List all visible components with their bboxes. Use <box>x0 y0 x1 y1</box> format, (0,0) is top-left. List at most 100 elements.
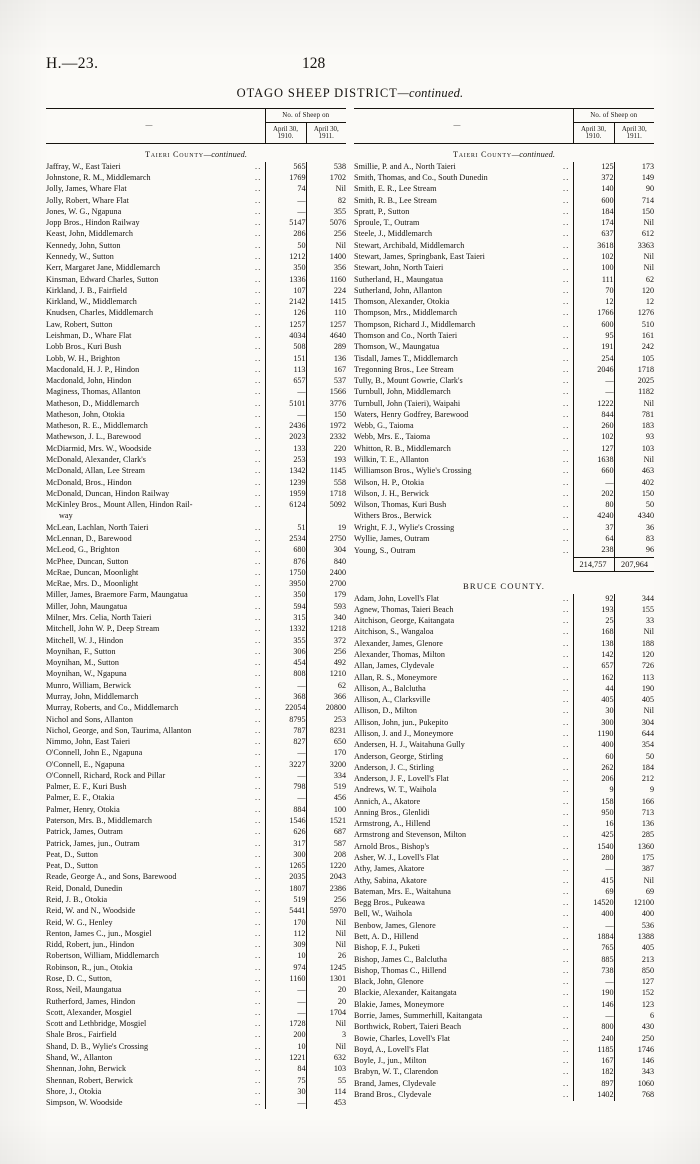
sheep-count-1910: 202 <box>572 488 614 501</box>
table-row: McPhee, Duncan, Sutton.. 876 840 <box>46 556 347 568</box>
owner-name: Miller, John, Maungatua <box>46 601 128 611</box>
sheep-count-1911: 149 <box>613 173 655 185</box>
table-row: Webb, G., Taioma.. 260 183 <box>354 421 655 433</box>
sheep-count-1911: 1415 <box>305 297 347 309</box>
table-row: Shand, D. B., Wylie's Crossing.. 10 Nil <box>46 1041 347 1053</box>
table-row: Moynihan, M., Sutton.. 454 492 <box>46 658 347 670</box>
sheep-count-1910: — <box>264 985 306 997</box>
leader-dots: .. <box>563 376 570 386</box>
leader-dots: .. <box>563 695 570 705</box>
owner-name: Jones, W. G., Ngapuna <box>46 206 122 216</box>
sheep-count-1911: 120 <box>613 285 655 298</box>
owner-name: Allison, A., Clarksville <box>354 695 431 705</box>
owner-name: Alexander, James, Glenore <box>354 638 443 648</box>
leader-dots: .. <box>563 240 570 250</box>
sheep-count-1910: — <box>264 195 306 207</box>
table-row: Alexander, James, Glenore.. 138 188 <box>354 638 655 650</box>
sheep-count-1910: 1769 <box>264 173 306 185</box>
owner-name: Palmer, E. F., Otakia <box>46 793 115 803</box>
table-row: Spratt, P., Sutton.. 184 150 <box>354 206 655 219</box>
sheep-count-1910: 14520 <box>572 898 614 910</box>
owner-name: Wilson, Thomas, Kuri Bush <box>354 500 447 510</box>
leader-dots: .. <box>255 240 262 250</box>
owner-name: Begg Bros., Pukeawa <box>354 898 425 908</box>
table-row: Allan, R. S., Moneymore.. 162 113 <box>354 672 655 684</box>
sheep-count-1911: 184 <box>613 762 655 775</box>
sheep-count-1910: 5441 <box>264 906 306 918</box>
sheep-count-1911: 1060 <box>613 1078 655 1090</box>
leader-dots: .. <box>563 864 570 874</box>
leader-dots: .. <box>563 796 570 806</box>
leader-dots: .. <box>563 477 570 487</box>
leader-dots: .. <box>563 534 570 544</box>
sheep-count-1911: 2700 <box>305 579 347 591</box>
owner-name: Murray, Roberts, and Co., Middlemarch <box>46 703 179 713</box>
leader-dots: .. <box>255 669 262 679</box>
leader-dots: .. <box>563 954 570 964</box>
sheep-count-1910: 1336 <box>264 274 306 286</box>
table-row: Wilkin, T. E., Allanton.. 1638 Nil <box>354 455 655 467</box>
table-row: Brabyn, W. T., Clarendon.. 182 343 <box>354 1067 655 1079</box>
sheep-count-1910: 2142 <box>264 297 306 309</box>
sheep-count-1911: 402 <box>613 477 655 489</box>
sheep-count-1911: 5092 <box>305 500 347 512</box>
sheep-count-1910: — <box>572 376 614 388</box>
sheep-count-1910: 508 <box>264 342 306 354</box>
sheep-count-1911: Nil <box>613 218 655 230</box>
owner-name: Kennedy, W., Sutton <box>46 251 114 261</box>
table-row: Tregonning Bros., Lee Stream.. 2046 1718 <box>354 364 655 377</box>
sheep-count-1911: 250 <box>613 1033 655 1045</box>
sheep-count-1910: 254 <box>572 353 614 365</box>
sheep-count-1910: 238 <box>572 545 614 558</box>
header-group-label: No. of Sheep on <box>572 108 655 124</box>
sheep-count-1911: 355 <box>305 206 347 219</box>
sheep-count-1911: 340 <box>305 612 347 625</box>
table-row: Murray, Roberts, and Co., Middlemarch.. 2… <box>46 703 347 715</box>
leader-dots: .. <box>563 500 570 510</box>
sheep-count-1911: 714 <box>613 195 655 207</box>
sheep-table-right: — No. of Sheep on April 30, 1910. April 30, 1… <box>354 108 655 1102</box>
sheep-count-1911: 2043 <box>305 872 347 884</box>
sheep-count-1911: 127 <box>613 977 655 989</box>
sheep-count-1911: 343 <box>613 1067 655 1079</box>
sheep-count-1911: 50 <box>613 500 655 512</box>
sheep-count-1910: 315 <box>264 612 306 625</box>
leader-dots: .. <box>255 1030 262 1040</box>
leader-dots: .. <box>563 886 570 896</box>
leader-dots: .. <box>255 951 262 961</box>
table-row: Nichol, George, and Son, Taurima, Allant… <box>46 725 347 738</box>
leader-dots: .. <box>255 691 262 701</box>
leader-dots: .. <box>563 364 570 374</box>
leader-dots: .. <box>563 672 570 682</box>
table-row: McLean, Lachlan, North Taieri.. 51 19 <box>46 522 347 535</box>
owner-name: Shennan, Robert, Berwick <box>46 1075 133 1085</box>
owner-name: McDonald, Alexander, Clark's <box>46 455 147 465</box>
sheep-count-1910: 519 <box>264 895 306 907</box>
leader-dots: .. <box>255 409 262 419</box>
sheep-count-1910: 142 <box>572 649 614 662</box>
sheep-count-1911: 2400 <box>305 567 347 580</box>
sheep-count-1910: 3618 <box>572 240 614 252</box>
owner-name: McDonald, Duncan, Hindon Railway <box>46 488 170 498</box>
table-row: Allan, James, Clydevale.. 657 726 <box>354 661 655 673</box>
sheep-count-1910: 4240 <box>572 511 614 523</box>
sheep-count-1911: 1301 <box>305 973 347 986</box>
sheep-count-1910: 16 <box>572 819 614 831</box>
leader-dots: .. <box>255 342 262 352</box>
owner-name: McLeod, G., Brighton <box>46 545 120 555</box>
sheep-count-1911: 93 <box>613 432 655 444</box>
sheep-count-1910: 660 <box>572 466 614 478</box>
sheep-count-1911: 19 <box>305 522 347 535</box>
sheep-count-1911: 492 <box>305 658 347 670</box>
leader-dots: .. <box>563 988 570 998</box>
leader-dots: .. <box>563 616 570 626</box>
table-row: Tisdall, James T., Middlemarch.. 254 105 <box>354 353 655 365</box>
table-row: Turnbull, John (Taieri), Waipahi.. 1222 Ni… <box>354 398 655 410</box>
sheep-count-1911: 213 <box>613 954 655 966</box>
sheep-count-1911: 5076 <box>305 218 347 230</box>
owner-name: Kerr, Margaret Jane, Middlemarch <box>46 263 161 273</box>
table-row: Robertson, William, Middlemarch.. 10 26 <box>46 951 347 963</box>
table-row: Reid, W. and N., Woodside.. 5441 5970 <box>46 906 347 918</box>
table-row: McDiarmid, Mrs. W., Woodside.. 133 220 <box>46 443 347 456</box>
sheep-count-1911: 453 <box>305 1098 347 1110</box>
